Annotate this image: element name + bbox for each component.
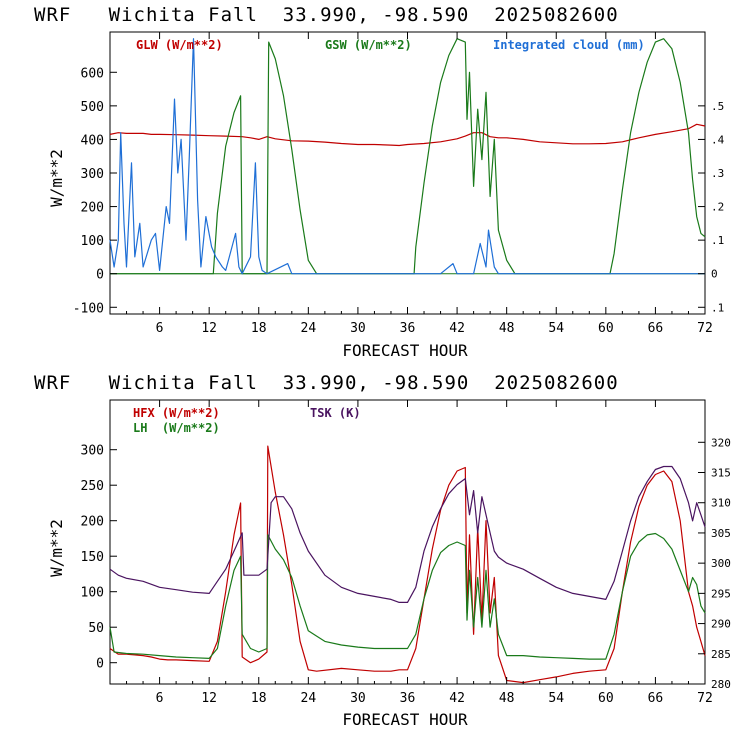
y-axis-right: .1 0 .1 .2 .3 .4 .5 [698, 100, 725, 314]
y2-tick-label: 305 [711, 527, 731, 540]
y2-tick-label: 285 [711, 648, 731, 661]
x-tick-label: 42 [449, 321, 465, 336]
y-axis-left: -100 0 100 200 300 400 500 600 [73, 66, 117, 316]
y2-tick-label: .1 [711, 301, 724, 314]
legend-item-gsw: GSW (W/m**2) [325, 38, 412, 52]
chart-title: WRF Wichita Fall 33.990, -98.590 2025082… [34, 4, 619, 26]
x-tick-label: 54 [548, 691, 564, 706]
y-axis-right: 280 285 290 295 300 305 310 315 320 [698, 436, 731, 691]
x-tick-label: 60 [598, 321, 614, 336]
x-tick-label: 48 [499, 691, 515, 706]
plot-area [109, 38, 706, 275]
x-tick-label: 30 [350, 691, 366, 706]
y-tick-label: 400 [81, 133, 104, 148]
y2-tick-label: .2 [711, 201, 724, 214]
y2-tick-label: .4 [711, 133, 725, 146]
x-tick-label: 54 [548, 321, 564, 336]
x-tick-label: 48 [499, 321, 515, 336]
y-tick-label: 200 [81, 201, 104, 216]
y-tick-label: 0 [96, 657, 104, 672]
x-tick-label: 24 [301, 321, 317, 336]
plot-area [109, 445, 706, 684]
flux-chart-panel: WRF Wichita Fall 33.990, -98.590 2025082… [34, 372, 731, 729]
x-tick-label: 30 [350, 321, 366, 336]
x-tick-label: 60 [598, 691, 614, 706]
x-tick-label: 6 [156, 691, 164, 706]
chart-title: WRF Wichita Fall 33.990, -98.590 2025082… [34, 372, 619, 394]
y-tick-label: 250 [81, 479, 104, 494]
x-tick-label: 18 [251, 321, 267, 336]
y2-tick-label: 315 [711, 467, 731, 480]
series-line-gsw [110, 38, 706, 275]
x-tick-label: 18 [251, 691, 267, 706]
x-tick-label: 66 [648, 691, 664, 706]
y2-tick-label: 280 [711, 678, 731, 691]
x-tick-label: 12 [201, 321, 217, 336]
x-tick-label: 6 [156, 321, 164, 336]
legend-item-glw: GLW (W/m**2) [136, 38, 223, 52]
legend-item-lh: LH (W/m**2) [133, 421, 220, 435]
series-line-tsk [109, 465, 706, 603]
y2-tick-label: 300 [711, 557, 731, 570]
y-tick-label: 100 [81, 234, 104, 249]
x-tick-label: 72 [697, 321, 713, 336]
y2-tick-label: 295 [711, 587, 731, 600]
y-axis-label: W/m**2 [47, 519, 66, 577]
y-tick-label: 500 [81, 100, 104, 115]
y-tick-label: 0 [96, 268, 104, 283]
y-tick-label: 200 [81, 515, 104, 530]
x-axis: 6 12 18 24 30 36 42 48 54 60 66 72 [126, 32, 713, 336]
y-axis-left: 0 50 100 150 200 250 300 [81, 444, 117, 672]
y-tick-label: 600 [81, 66, 104, 81]
x-tick-label: 42 [449, 691, 465, 706]
x-axis: 6 12 18 24 30 36 42 48 54 60 66 72 [126, 400, 713, 706]
y-tick-label: -100 [73, 301, 104, 316]
y2-tick-label: 320 [711, 436, 731, 449]
y-tick-label: 100 [81, 586, 104, 601]
y2-tick-label: 310 [711, 497, 731, 510]
legend-item-cloud: Integrated cloud (mm) [493, 38, 645, 52]
x-tick-label: 72 [697, 691, 713, 706]
x-tick-label: 36 [400, 321, 416, 336]
x-tick-label: 24 [301, 691, 317, 706]
y2-tick-label: .1 [711, 234, 724, 247]
y2-tick-label: .5 [711, 100, 724, 113]
y-tick-label: 50 [88, 621, 104, 636]
x-tick-label: 66 [648, 321, 664, 336]
y-tick-label: 300 [81, 167, 104, 182]
series-line-lh [109, 532, 706, 660]
y2-tick-label: 290 [711, 618, 731, 631]
series-line-hfx [109, 445, 706, 684]
series-line-glw [109, 123, 706, 147]
y-tick-label: 150 [81, 550, 104, 565]
y-tick-label: 300 [81, 444, 104, 459]
y2-tick-label: .3 [711, 167, 724, 180]
legend-item-hfx: HFX (W/m**2) [133, 406, 220, 420]
x-tick-label: 12 [201, 691, 217, 706]
radiation-chart-panel: WRF Wichita Fall 33.990, -98.590 2025082… [34, 4, 725, 360]
y-axis-label: W/m**2 [47, 149, 66, 207]
x-axis-label: FORECAST HOUR [342, 710, 468, 729]
y2-tick-label: 0 [711, 268, 718, 281]
x-axis-label: FORECAST HOUR [342, 341, 468, 360]
series-line-integrated-cloud [109, 38, 705, 275]
legend-item-tsk: TSK (K) [310, 406, 361, 420]
x-tick-label: 36 [400, 691, 416, 706]
